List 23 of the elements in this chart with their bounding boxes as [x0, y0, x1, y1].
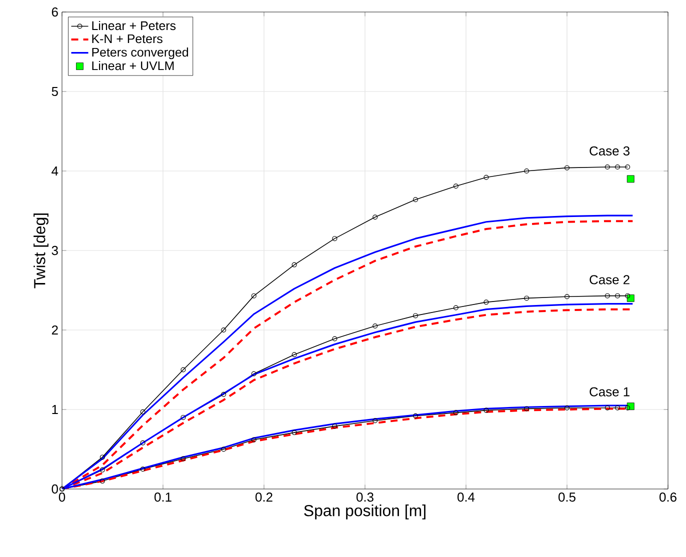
x-tick-label: 0.2 [256, 492, 272, 502]
legend-label: Linear + UVLM [92, 61, 174, 70]
y-tick-label: 0 [52, 484, 58, 494]
y-tick-label: 5 [52, 86, 58, 96]
y-tick-label: 4 [52, 166, 58, 176]
x-tick-label: 0.6 [660, 492, 676, 502]
y-tick-label: 3 [52, 246, 58, 256]
annotation: Case 2 [590, 275, 630, 284]
legend-label: K-N + Peters [92, 34, 162, 44]
legend-label: Peters converged [92, 48, 188, 60]
x-tick-label: 0 [58, 492, 66, 502]
x-tick-label: 0.5 [558, 492, 576, 502]
x-tick-label: 0.3 [356, 492, 374, 502]
annotation: Case 3 [590, 146, 630, 156]
x-tick-label: 0.4 [458, 492, 475, 502]
y-tick-label: 1 [52, 405, 58, 414]
y-tick-label: 2 [52, 325, 58, 335]
legend-label: Linear + Peters [92, 20, 176, 30]
x-axis-title: Span position [m] [304, 504, 426, 520]
annotation: Case 1 [590, 387, 630, 396]
y-tick-label: 6 [52, 7, 58, 17]
x-tick-label: 0.1 [154, 492, 172, 502]
y-axis-title: Twist [deg] [34, 214, 48, 288]
